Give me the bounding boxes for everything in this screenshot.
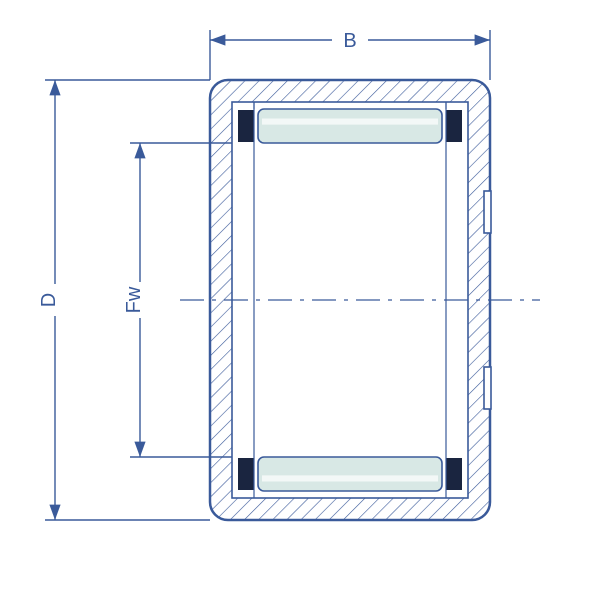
retainer <box>238 126 254 142</box>
retainer <box>446 110 462 126</box>
label-D: D <box>38 293 60 307</box>
shell-notch <box>484 191 491 233</box>
roller-top <box>258 109 442 143</box>
label-B: B <box>343 30 356 52</box>
bearing-cross-section-diagram: B D Fw <box>0 0 600 600</box>
shell-notch <box>484 367 491 409</box>
retainer <box>446 126 462 142</box>
label-Fw: Fw <box>123 286 145 313</box>
retainer <box>238 110 254 126</box>
roller-bottom <box>258 457 442 491</box>
